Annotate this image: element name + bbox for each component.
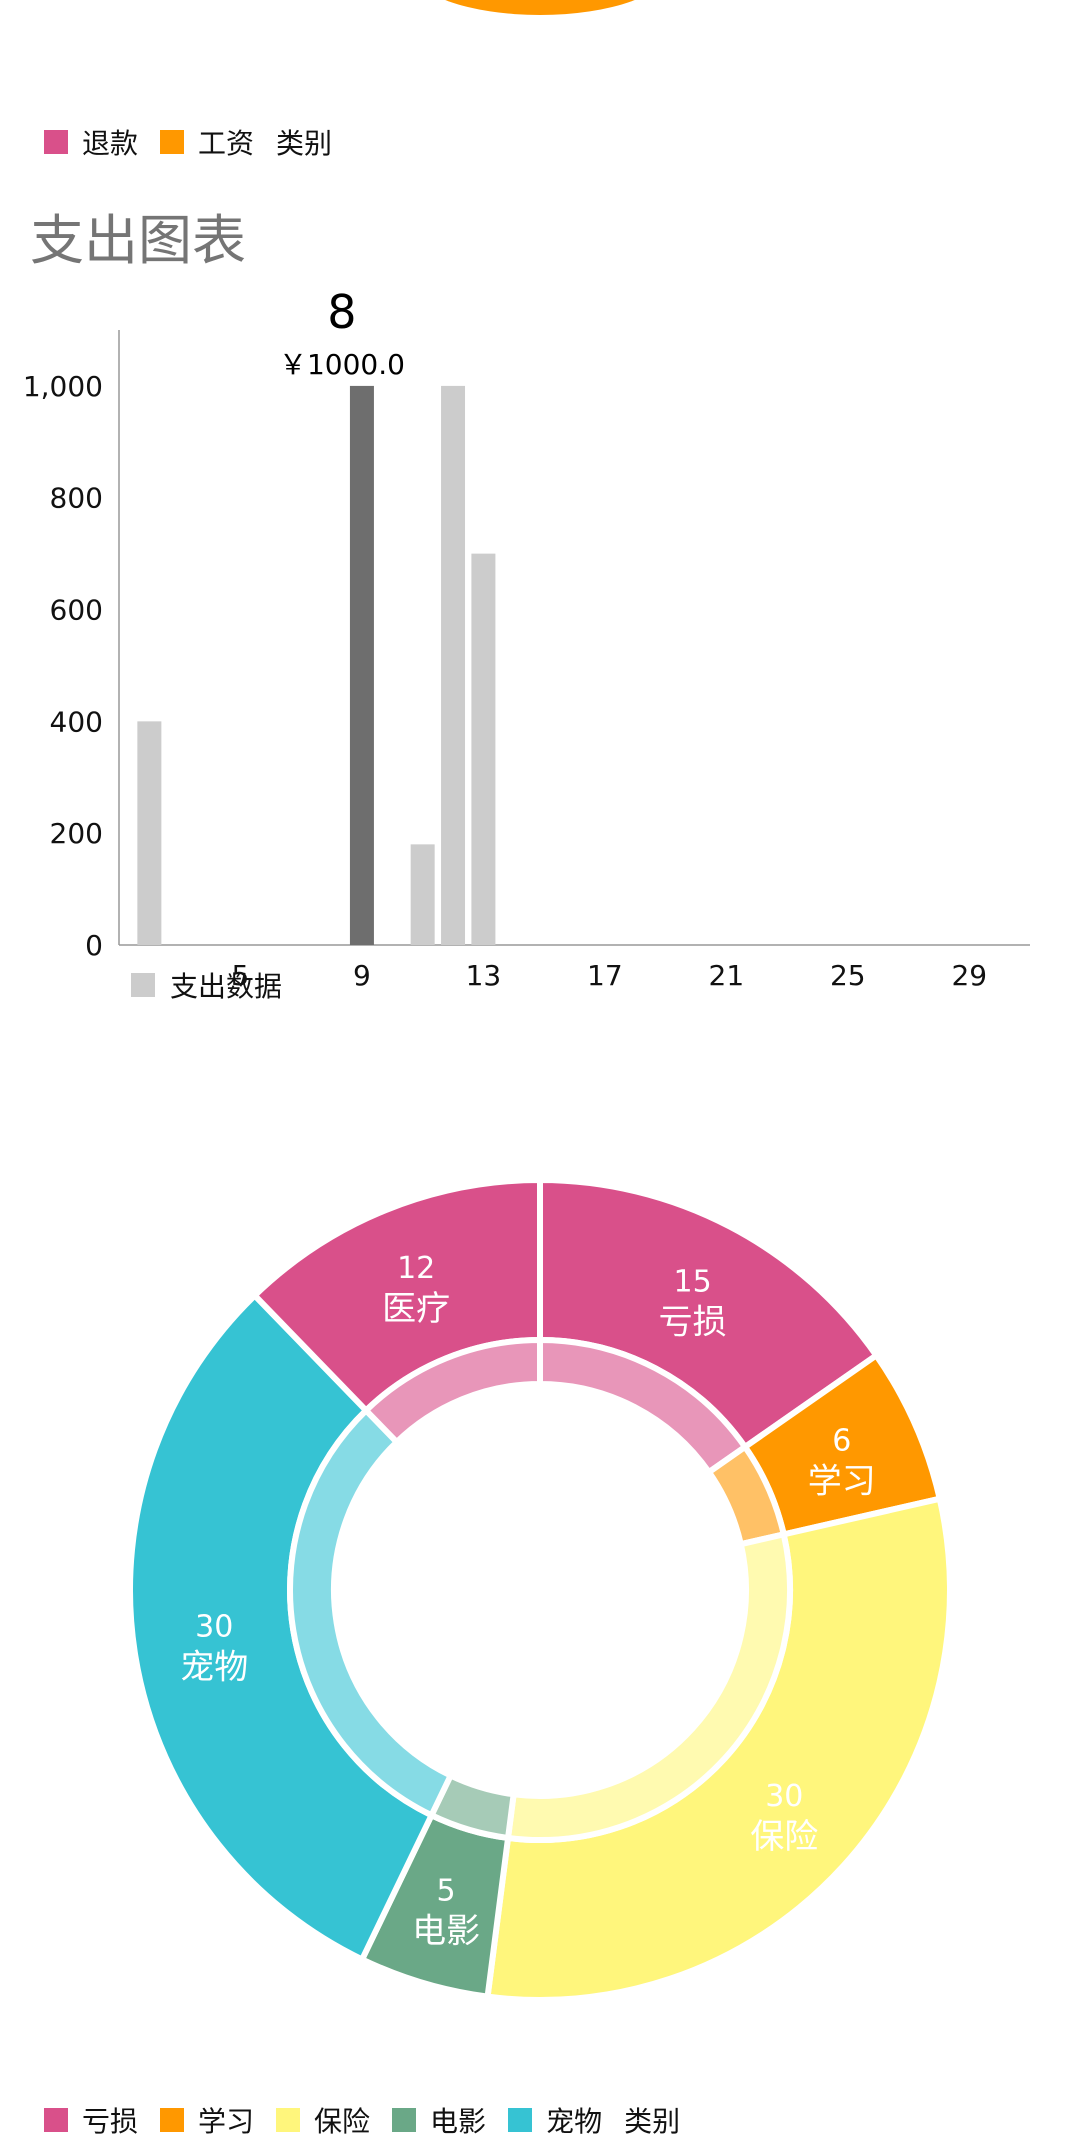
legend-category-label: 类别 <box>276 127 333 160</box>
legend-label-电影: 电影 <box>430 2105 487 2138</box>
bar-highlighted[interactable] <box>349 385 374 946</box>
previous-pie-chart-edge <box>410 0 670 15</box>
legend-swatch-电影 <box>392 2108 417 2132</box>
bar[interactable] <box>441 385 466 946</box>
expense-bar-chart[interactable]: 0 200 400 600 800 1,000 5 9 13 17 21 25 29 8 ￥1000.0… <box>0 280 1080 1040</box>
legend-swatch-宠物 <box>508 2108 533 2132</box>
donut-slice-label: 保险 <box>750 1817 818 1857</box>
donut-hole <box>334 1384 746 1796</box>
legend-swatch-学习 <box>160 2108 185 2132</box>
x-tick-label: 9 <box>353 959 371 992</box>
donut-slice-value: 5 <box>437 1873 456 1908</box>
donut-slice-value: 30 <box>195 1610 233 1645</box>
donut-slice-value: 12 <box>397 1251 435 1286</box>
bar[interactable] <box>410 844 435 945</box>
y-tick-label: 400 <box>50 705 103 738</box>
x-tick-label: 25 <box>830 959 866 992</box>
bar[interactable] <box>471 553 496 945</box>
donut-slice-value: 6 <box>832 1423 851 1458</box>
legend-label-宠物: 宠物 <box>546 2105 603 2138</box>
expense-chart-title: 支出图表 <box>30 209 246 272</box>
legend-label-salary: 工资 <box>198 127 255 160</box>
x-tick-label: 17 <box>587 959 623 992</box>
legend-swatch-亏损 <box>44 2108 68 2132</box>
income-category-legend: 退款 工资 类别 <box>44 122 354 162</box>
legend-label-亏损: 亏损 <box>82 2105 139 2138</box>
highlight-label: 8 <box>327 285 356 339</box>
y-tick-label: 0 <box>85 929 103 962</box>
x-tick-label: 13 <box>466 959 502 992</box>
donut-slice-label: 宠物 <box>180 1648 248 1688</box>
donut-slice-label: 学习 <box>808 1461 876 1501</box>
highlight-value: ￥1000.0 <box>279 348 405 381</box>
y-tick-label: 200 <box>50 817 103 850</box>
bar[interactable] <box>137 721 162 945</box>
donut-slice-label: 亏损 <box>659 1302 727 1342</box>
legend-label-保险: 保险 <box>314 2105 371 2138</box>
bar-legend-label: 支出数据 <box>170 970 282 1003</box>
donut-slice-label: 医疗 <box>382 1289 450 1329</box>
x-tick-label: 29 <box>951 959 987 992</box>
legend-swatch-salary <box>160 130 185 154</box>
bar-legend-swatch <box>131 973 155 997</box>
bar-chart-axes: 0 200 400 600 800 1,000 5 9 13 17 21 25 29 <box>23 330 1030 992</box>
y-tick-label: 800 <box>50 482 103 515</box>
y-tick-label: 1,000 <box>23 370 103 403</box>
donut-slice-label: 电影 <box>412 1911 480 1951</box>
y-tick-label: 600 <box>50 594 103 627</box>
legend-label-学习: 学习 <box>198 2105 255 2138</box>
legend-category-label: 类别 <box>624 2105 681 2138</box>
expense-category-legend: 亏损 学习 保险 电影 宠物 类别 <box>44 2100 702 2140</box>
x-tick-label: 5 <box>232 959 250 992</box>
donut-slice-value: 15 <box>674 1264 712 1299</box>
bar-chart-bars[interactable] <box>137 385 496 946</box>
x-tick-label: 21 <box>709 959 745 992</box>
donut-slices[interactable] <box>127 1176 953 2003</box>
legend-label-refund: 退款 <box>82 127 139 160</box>
donut-slice-value: 30 <box>765 1779 803 1814</box>
legend-swatch-refund <box>44 130 68 154</box>
legend-swatch-保险 <box>276 2108 301 2132</box>
